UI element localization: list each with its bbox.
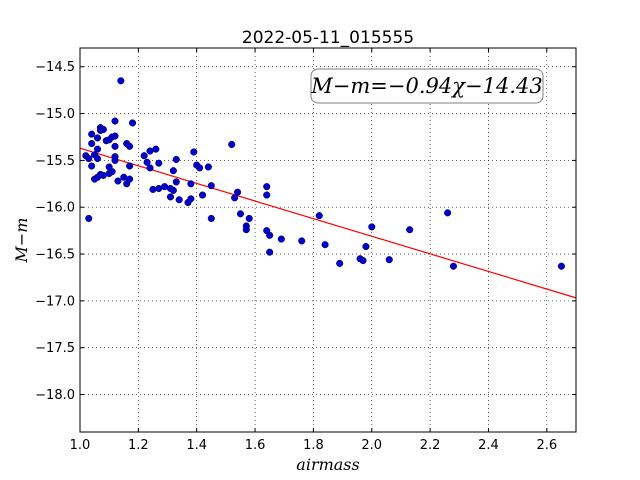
scatter-point — [169, 186, 177, 194]
scatter-point — [263, 191, 271, 199]
scatter-point — [406, 226, 414, 234]
scatter-point — [85, 154, 93, 163]
scatter-point — [187, 195, 195, 203]
scatter-point — [88, 130, 96, 138]
scatter-point — [449, 262, 458, 270]
scatter-point — [111, 142, 119, 150]
scatter-point — [111, 117, 119, 125]
scatter-point — [155, 159, 163, 167]
scatter-point — [557, 262, 565, 270]
scatter-point — [198, 191, 207, 199]
fit-equation-annotation: M−m=−0.94χ−14.43 — [310, 74, 542, 98]
x-tick-labels: 1.0 1.2 1.4 1.6 1.8 2.0 2.2 2.4 2.6 — [70, 438, 558, 453]
x-tick-label: 2.6 — [536, 438, 557, 453]
x-tick-label: 1.6 — [245, 438, 266, 453]
scatter-point — [169, 167, 177, 175]
x-tick-label: 1.4 — [186, 438, 207, 453]
scatter-point — [155, 184, 163, 193]
scatter-point — [263, 183, 271, 191]
x-tick-label: 1.0 — [70, 438, 91, 453]
scatter-point — [175, 196, 183, 204]
scatter-point — [111, 156, 119, 164]
scatter-point — [385, 256, 393, 264]
scatter-point — [143, 158, 151, 166]
scatter-point — [99, 171, 107, 179]
scatter-point — [245, 214, 253, 223]
scatter-point — [321, 241, 329, 249]
scatter-point — [114, 177, 122, 185]
scatter-point — [88, 162, 96, 170]
annotation-box — [310, 68, 544, 104]
scatter-point — [93, 154, 102, 163]
scatter-point — [204, 163, 212, 171]
scatter-point — [315, 212, 323, 220]
y-tick-labels: −14.5 −15.0 −15.5 −16.0 −16.5 −17.0 −17.5 −18.0 — [35, 60, 75, 403]
scatter-point — [149, 185, 157, 193]
chart-title: 2022-05-11_015555 — [242, 28, 414, 48]
y-tick-label: −15.0 — [35, 107, 75, 122]
x-axis-label: airmass — [296, 455, 359, 474]
scatter-point — [140, 152, 148, 160]
scatter-point — [242, 226, 250, 234]
scatter-point — [172, 178, 180, 186]
scatter-point — [266, 248, 274, 256]
scatter-point — [85, 214, 93, 223]
scatter-point — [228, 140, 236, 149]
scatter-point — [207, 182, 215, 190]
fit-line — [79, 147, 577, 299]
scatter-point — [190, 148, 198, 156]
scatter-point — [359, 257, 367, 265]
scatter-point — [99, 125, 107, 134]
scatter-point — [126, 175, 134, 183]
scatter-point — [362, 243, 370, 251]
axis-ticks — [79, 48, 576, 432]
scatter-point — [336, 259, 344, 267]
scatter-point — [207, 214, 215, 223]
scatter-point — [236, 210, 245, 218]
scatter-point — [234, 188, 242, 196]
scatter-point — [93, 134, 102, 142]
scatter-point — [88, 139, 96, 148]
scatter-point — [126, 142, 134, 150]
y-tick-label: −16.0 — [35, 201, 75, 216]
scatter-point — [152, 145, 160, 153]
scatter-point — [126, 162, 134, 170]
scatter-point — [117, 77, 125, 85]
y-tick-label: −15.5 — [35, 154, 75, 169]
y-tick-label: −16.5 — [35, 248, 75, 263]
scatter-point — [146, 147, 154, 155]
x-tick-label: 2.0 — [361, 438, 382, 453]
scatter-point — [128, 119, 137, 127]
plot-frame — [79, 47, 577, 433]
scatter-point — [368, 223, 376, 231]
scatter-point — [108, 168, 116, 176]
scatter-point — [120, 173, 128, 181]
scatter-point — [187, 180, 195, 188]
y-tick-label: −18.0 — [35, 388, 75, 403]
scatter-point — [111, 132, 119, 140]
scatter-point — [196, 164, 204, 172]
scatter-point — [93, 145, 102, 153]
scatter-point — [172, 155, 180, 164]
x-tick-label: 1.8 — [303, 438, 324, 453]
scatter-point — [161, 183, 169, 191]
x-tick-label: 1.2 — [128, 438, 149, 453]
x-tick-label: 2.4 — [478, 438, 499, 453]
y-tick-label: −17.0 — [35, 294, 75, 309]
scatter-point — [146, 164, 154, 172]
grid-lines — [79, 48, 576, 432]
scatter-point — [444, 209, 452, 217]
scatter-point — [277, 235, 285, 243]
y-axis-label: M−m — [12, 218, 31, 264]
y-tick-label: −14.5 — [35, 60, 75, 75]
scatter-point — [298, 237, 306, 245]
scatter-points — [82, 77, 565, 270]
x-tick-label: 2.2 — [420, 438, 441, 453]
scatter-point — [266, 231, 274, 239]
scatter-point — [166, 193, 174, 201]
scatter-point — [231, 194, 239, 202]
y-tick-label: −17.5 — [35, 341, 75, 356]
